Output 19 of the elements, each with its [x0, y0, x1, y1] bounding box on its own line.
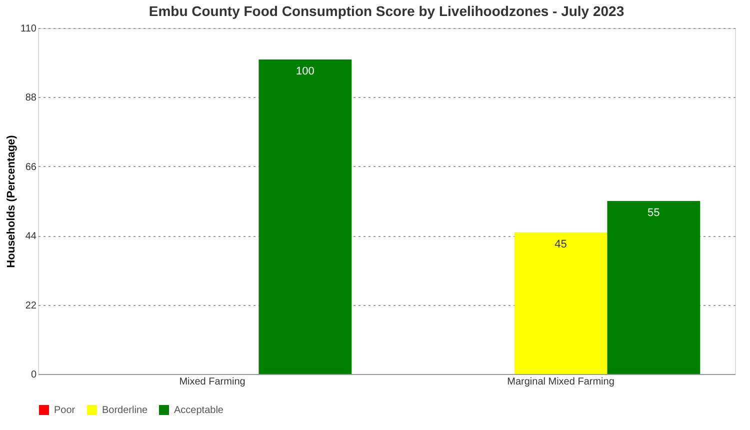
data-label: 45: [554, 238, 567, 250]
y-tick-label: 22: [25, 300, 37, 312]
y-tick-label: 0: [30, 370, 37, 380]
bar: [607, 201, 700, 374]
x-tick-label: Mixed Farming: [179, 376, 246, 388]
y-axis-title: Households (Percentage): [6, 134, 18, 268]
y-tick-label: 66: [25, 162, 37, 173]
legend-label: Borderline: [102, 405, 148, 416]
legend-label: Acceptable: [174, 405, 224, 416]
legend-label: Poor: [54, 405, 76, 416]
chart-title: Embu County Food Consumption Score by Livelihoodzones - July 2023: [148, 3, 624, 19]
x-tick-label: Marginal Mixed Farming: [507, 376, 614, 388]
data-label: 100: [296, 65, 314, 78]
y-tick-label: 44: [25, 231, 37, 242]
bar: [258, 59, 352, 374]
data-label: 55: [648, 207, 660, 219]
y-tick-label: 88: [25, 92, 37, 104]
bar: [514, 232, 608, 374]
y-tick-label: 110: [20, 24, 37, 34]
